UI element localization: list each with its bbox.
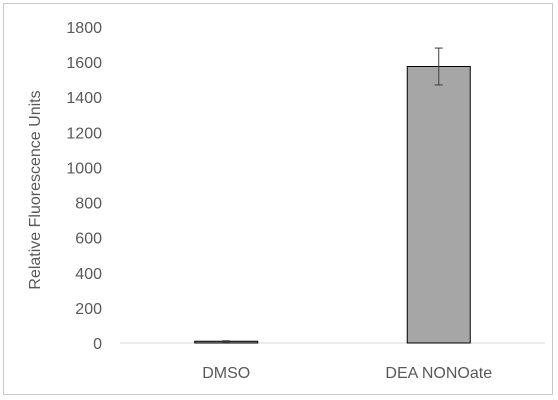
y-tick-label: 800 (75, 196, 102, 213)
x-category-label: DMSO (202, 365, 250, 382)
y-tick-label: 1000 (66, 160, 102, 177)
bar (406, 66, 471, 344)
error-bar (434, 47, 443, 86)
y-tick-label: 1800 (66, 20, 102, 37)
x-axis-categories: DMSO DEA NONOate (202, 365, 492, 382)
y-tick-label: 1200 (66, 125, 102, 142)
y-tick-label: 0 (93, 336, 102, 353)
error-bars (222, 47, 443, 343)
y-tick-label: 1600 (66, 55, 102, 72)
y-axis-label: Relative Fluorescence Units (27, 90, 44, 289)
y-tick-label: 1400 (66, 90, 102, 107)
x-category-label: DEA NONOate (385, 365, 492, 382)
y-tick-label: 400 (75, 266, 102, 283)
y-tick-label: 600 (75, 231, 102, 248)
y-axis-ticks: 0 200 400 600 800 1000 1200 1400 1600 1800 (66, 20, 102, 353)
y-tick-label: 200 (75, 301, 102, 318)
bars (194, 66, 471, 344)
error-bar (222, 340, 231, 343)
